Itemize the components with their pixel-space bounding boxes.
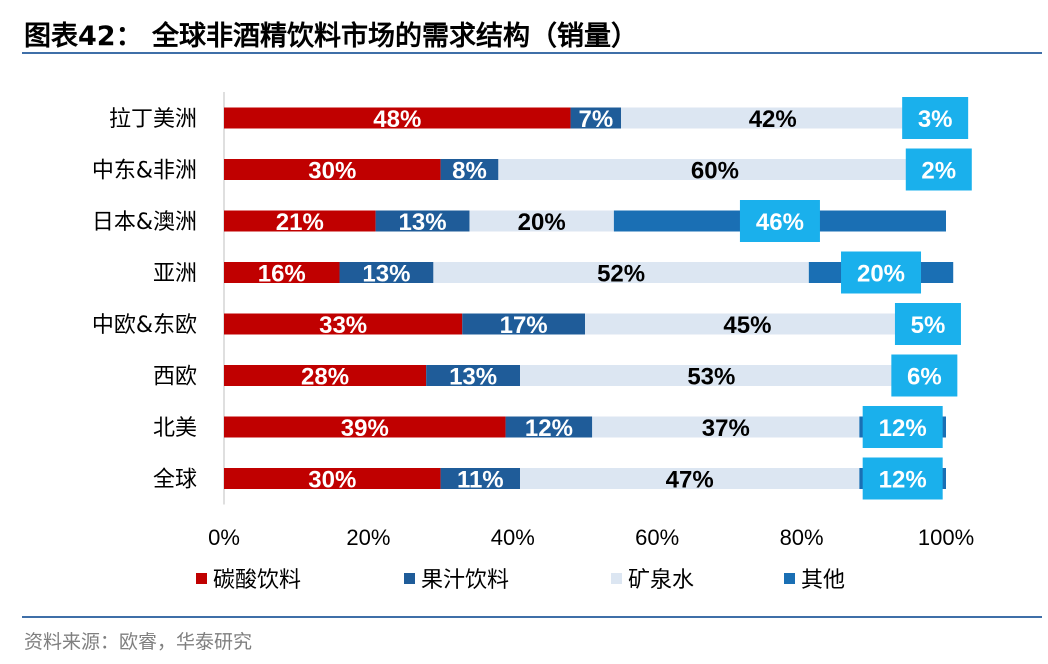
bar-segment <box>426 365 521 386</box>
bar-segment <box>498 159 932 180</box>
data-label: 30% <box>308 467 356 494</box>
bar-segment <box>224 416 506 438</box>
legend-label: 其他 <box>801 568 845 593</box>
data-label: 21% <box>276 209 324 236</box>
x-tick-label: 80% <box>780 525 824 550</box>
bar-segment <box>570 107 622 129</box>
data-label-box <box>894 303 961 345</box>
data-label-box <box>862 406 943 448</box>
data-label: 28% <box>301 364 349 391</box>
data-label: 13% <box>362 261 410 288</box>
data-label-box <box>891 354 958 397</box>
legend-swatch <box>611 573 622 584</box>
bar-segment <box>224 159 441 180</box>
page-title: 图表42： 全球非酒精饮料市场的需求结构（销量） <box>24 21 638 52</box>
data-label: 30% <box>308 158 356 185</box>
bar-segment <box>520 365 903 386</box>
data-label: 12% <box>879 415 927 442</box>
bar-segment <box>520 468 860 489</box>
stacked-bar-chart: 48% 7% 42% 3% 30% 8% 60% 2% 21% 13% 20% 46% 16% 13% 52… <box>92 92 974 593</box>
data-label: 52% <box>597 261 645 288</box>
data-label: 20% <box>857 261 905 288</box>
bar-segment <box>433 262 809 283</box>
data-label-box <box>905 148 972 191</box>
category-label: 中东&非洲 <box>92 159 197 184</box>
category-label: 北美 <box>153 416 197 441</box>
data-label: 5% <box>911 312 946 339</box>
data-label: 16% <box>258 261 306 288</box>
bar-segment <box>592 416 860 438</box>
data-label: 20% <box>518 209 566 236</box>
category-label: 中欧&东欧 <box>92 313 197 338</box>
data-label: 39% <box>341 415 389 442</box>
category-label: 日本&澳洲 <box>92 210 197 235</box>
data-label-box <box>841 251 922 294</box>
bar-segment <box>469 210 614 232</box>
data-label: 46% <box>756 209 804 236</box>
data-label: 3% <box>918 106 953 133</box>
x-tick-label: 100% <box>918 525 974 550</box>
source-divider <box>22 616 1042 618</box>
data-label: 47% <box>666 467 714 494</box>
category-label: 全球 <box>153 468 197 493</box>
bar-segment <box>375 210 470 232</box>
bar-segment <box>585 313 910 335</box>
x-tick-label: 20% <box>346 525 390 550</box>
data-label: 13% <box>399 209 447 236</box>
legend-swatch <box>404 573 415 584</box>
data-label: 17% <box>500 312 548 339</box>
data-label: 53% <box>687 364 735 391</box>
data-label: 6% <box>907 364 942 391</box>
data-label-box <box>902 97 969 139</box>
data-label: 33% <box>319 312 367 339</box>
data-label-box <box>739 200 820 242</box>
data-label: 60% <box>691 158 739 185</box>
data-label: 42% <box>749 106 797 133</box>
data-label: 13% <box>449 364 497 391</box>
data-label: 7% <box>578 106 613 133</box>
bar-segment <box>224 210 376 232</box>
bar-segment <box>505 416 593 438</box>
data-label: 12% <box>879 467 927 494</box>
category-label: 西欧 <box>153 365 197 390</box>
bar-segment <box>440 468 521 489</box>
bar-segment <box>440 159 499 180</box>
legend-swatch <box>196 573 207 584</box>
legend-label: 碳酸饮料 <box>213 568 301 593</box>
title-divider <box>22 52 1042 54</box>
legend-label: 矿泉水 <box>628 568 694 593</box>
bar-segment <box>224 365 427 386</box>
bar-segment <box>224 313 463 335</box>
bar-segment <box>339 262 434 283</box>
bar-segment <box>224 468 441 489</box>
data-label: 12% <box>525 415 573 442</box>
data-label-box <box>862 457 943 500</box>
bar-segment <box>621 107 925 129</box>
bar-segment <box>224 262 340 283</box>
legend-swatch <box>784 573 795 584</box>
bar-segment <box>224 107 571 129</box>
x-tick-label: 40% <box>491 525 535 550</box>
data-label: 2% <box>921 158 956 185</box>
x-tick-label: 0% <box>208 525 240 550</box>
data-label: 37% <box>702 415 750 442</box>
x-tick-label: 60% <box>635 525 679 550</box>
category-label: 亚洲 <box>153 262 197 287</box>
data-label: 45% <box>723 312 771 339</box>
data-label: 11% <box>457 467 504 494</box>
legend-label: 果汁饮料 <box>421 568 509 593</box>
bar-segment <box>462 313 585 335</box>
data-label: 8% <box>452 158 487 185</box>
source-note: 资料来源：欧睿，华泰研究 <box>24 631 253 653</box>
category-label: 拉丁美洲 <box>109 107 197 132</box>
data-label: 48% <box>373 106 421 133</box>
